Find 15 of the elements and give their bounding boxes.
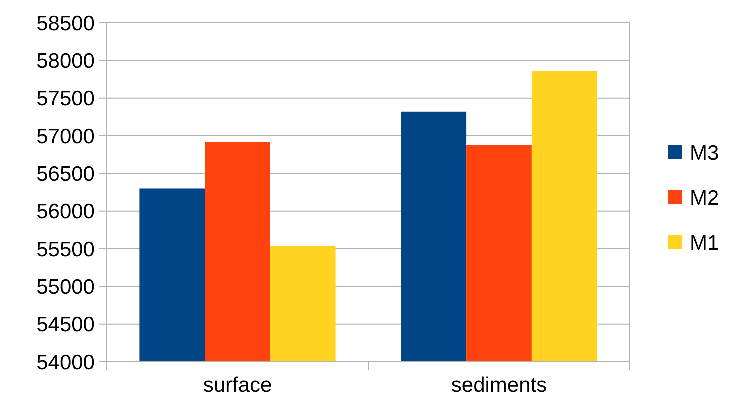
legend-label: M3 xyxy=(690,142,720,165)
y-tick-label: 58000 xyxy=(36,50,95,74)
legend-label: M1 xyxy=(690,232,720,255)
y-tick-label: 57500 xyxy=(36,88,95,111)
legend-label: M2 xyxy=(690,186,720,210)
y-tick-label: 54000 xyxy=(36,351,95,374)
y-tick-label: 56500 xyxy=(36,163,95,186)
y-tick-label: 55000 xyxy=(36,276,95,300)
y-tick-label: 54500 xyxy=(36,314,95,337)
x-tick-label: sediments xyxy=(451,374,548,397)
y-tick-label: 56000 xyxy=(36,200,95,224)
y-tick-label: 55500 xyxy=(36,238,95,262)
y-tick-label: 58500 xyxy=(36,12,95,36)
y-tick-label: 57000 xyxy=(36,125,95,148)
x-tick-label: surface xyxy=(203,374,272,397)
